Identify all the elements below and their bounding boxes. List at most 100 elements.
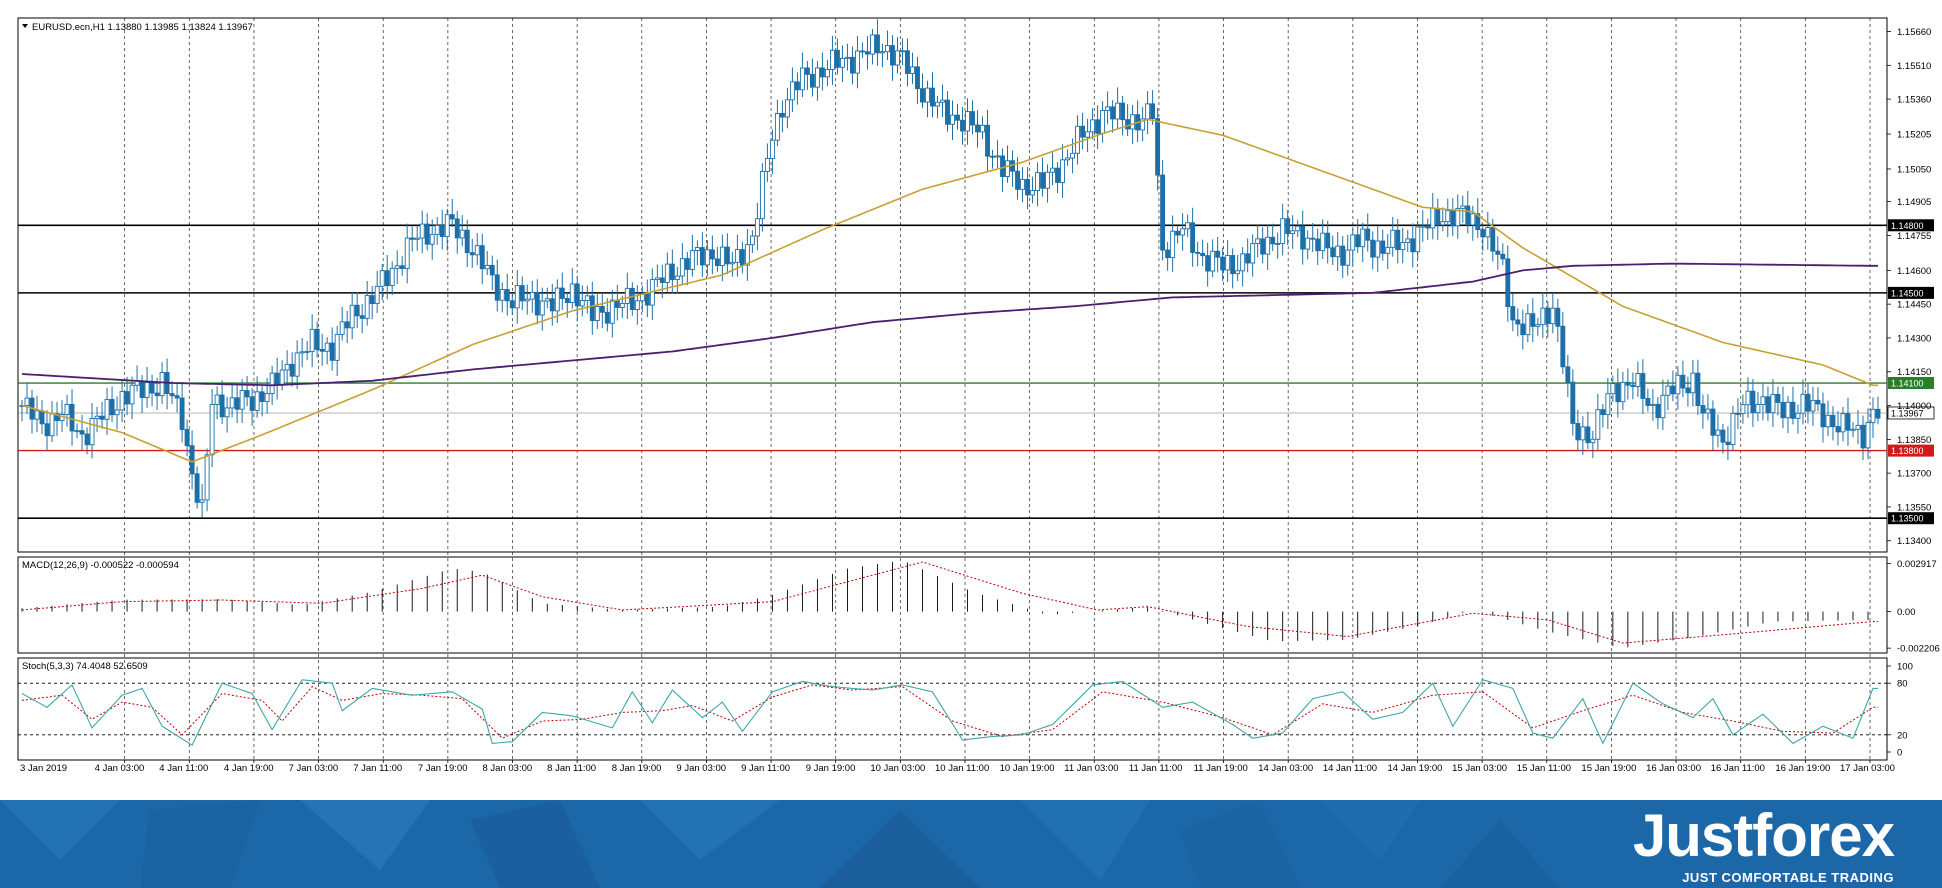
candle-body	[644, 293, 650, 306]
candle-body	[1535, 324, 1541, 327]
candle-body	[1735, 412, 1741, 415]
candle-body	[905, 50, 910, 74]
candle-body	[1200, 252, 1206, 257]
candle-body	[244, 390, 250, 398]
candle-body	[419, 223, 425, 239]
candle-body	[479, 245, 485, 270]
price-panel-frame	[17, 17, 1888, 553]
candle-body	[1750, 390, 1756, 414]
candle-body	[1425, 225, 1431, 229]
x-tick-label: 14 Jan 19:00	[1388, 763, 1443, 774]
candle-body	[799, 67, 805, 91]
candle-body	[189, 445, 195, 475]
level-label-1.14500: 1.14500	[1891, 288, 1924, 298]
candle-body	[1035, 172, 1040, 191]
candle-body	[1715, 429, 1721, 436]
candle-body	[629, 287, 635, 310]
candle-body	[915, 66, 920, 90]
candle-body	[359, 315, 365, 319]
candle-body	[779, 113, 785, 118]
candle-body	[294, 352, 300, 377]
candle-body	[1630, 384, 1636, 387]
macd-panel-title: MACD(12,26,9) -0.000522 -0.000594	[22, 560, 179, 571]
dropdown-icon	[22, 24, 28, 28]
trading-chart: 1.14800 1.14500 1.14100 1.13800 1.13500 1.139…	[17, 17, 1940, 774]
candle-body	[1685, 387, 1691, 394]
candle-body	[64, 403, 70, 415]
candle-body	[24, 397, 30, 406]
candle-body	[1050, 167, 1056, 173]
x-tick-label: 14 Jan 03:00	[1258, 763, 1313, 774]
candle-body	[1165, 249, 1171, 259]
candle-body	[1015, 170, 1020, 190]
y-tick-label: 1.15360	[1897, 95, 1931, 106]
candle-body	[1500, 253, 1506, 260]
candle-body	[789, 81, 795, 101]
candle-body	[1510, 306, 1516, 321]
x-tick-label: 16 Jan 11:00	[1711, 763, 1765, 774]
candle-body	[824, 69, 830, 78]
candle-body	[384, 270, 390, 287]
y-tick-label: 1.14000	[1897, 401, 1931, 412]
x-tick-label: 9 Jan 19:00	[806, 763, 856, 774]
candle-body	[890, 45, 895, 66]
candle-body	[1695, 372, 1701, 406]
ma-slow-line	[21, 262, 1878, 387]
x-tick-label: 4 Jan 11:00	[159, 763, 208, 774]
candle-body	[1670, 385, 1676, 395]
candle-body	[1700, 405, 1706, 414]
candle-body	[409, 237, 415, 240]
stoch-main-line	[21, 679, 1878, 746]
candle-body	[364, 295, 370, 319]
candle-body	[259, 391, 265, 402]
x-tick-label: 7 Jan 11:00	[353, 763, 402, 774]
y-tick-label: 1.15050	[1897, 164, 1931, 175]
candle-body	[1190, 222, 1196, 253]
candle-body	[1150, 103, 1156, 120]
candle-body	[1765, 396, 1771, 414]
candle-body	[379, 270, 385, 287]
candle-body	[1295, 225, 1301, 232]
candle-body	[1645, 398, 1651, 406]
y-tick-label: 1.15205	[1897, 130, 1931, 141]
stoch-tick-label: 20	[1897, 730, 1908, 741]
candle-body	[1000, 155, 1005, 177]
candle-body	[1600, 409, 1606, 416]
candle-body	[1345, 249, 1351, 266]
candle-body	[664, 263, 670, 283]
candle-body	[1800, 393, 1806, 414]
level-label-box	[1888, 512, 1934, 525]
candle-body	[319, 348, 325, 352]
x-tick-label: 9 Jan 11:00	[741, 763, 790, 774]
candle-body	[880, 51, 885, 54]
candle-body	[1505, 258, 1511, 308]
candle-body	[109, 399, 115, 416]
candle-body	[39, 410, 45, 425]
chart-svg: 1.14800 1.14500 1.14100 1.13800 1.13500 1.139…	[17, 17, 1940, 774]
candle-body	[254, 391, 260, 411]
candle-body	[619, 302, 625, 308]
x-tick-label: 16 Jan 19:00	[1775, 763, 1830, 774]
candle-body	[1175, 230, 1181, 236]
candle-body	[1310, 237, 1316, 240]
candle-body	[579, 300, 585, 307]
candle-body	[794, 81, 800, 91]
candle-body	[324, 342, 330, 352]
candle-body	[214, 394, 220, 405]
candle-body	[1355, 234, 1361, 248]
stoch-tick-label: 80	[1897, 679, 1908, 690]
y-tick-label: 1.14905	[1897, 197, 1931, 208]
candle-body	[739, 249, 745, 266]
candle-body	[289, 363, 295, 377]
x-tick-label: 16 Jan 03:00	[1646, 763, 1701, 774]
x-tick-label: 15 Jan 03:00	[1452, 763, 1507, 774]
candle-body	[659, 277, 665, 283]
candle-body	[1590, 438, 1596, 444]
candle-body	[1825, 414, 1831, 428]
candle-body	[1270, 236, 1276, 245]
candle-body	[729, 261, 735, 265]
candle-body	[834, 49, 840, 68]
candle-body	[1610, 383, 1616, 395]
candle-body	[1815, 399, 1821, 405]
candle-body	[1105, 106, 1111, 111]
